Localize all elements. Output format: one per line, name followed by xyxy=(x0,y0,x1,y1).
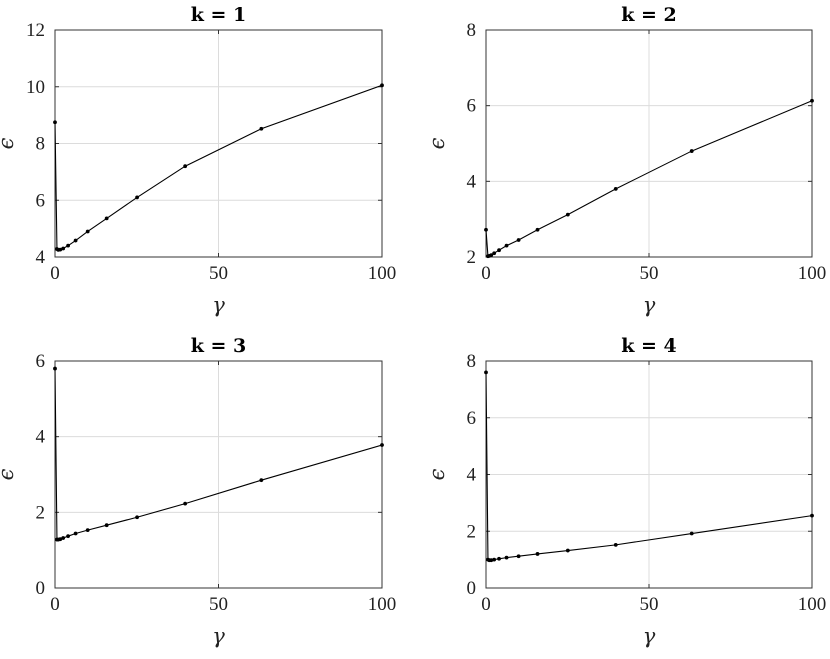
data-point xyxy=(85,229,90,234)
data-point xyxy=(183,164,188,169)
y-tick-label: 6 xyxy=(36,190,46,211)
y-axis-label: ϵ xyxy=(425,137,449,149)
data-point xyxy=(497,556,501,561)
y-tick-label: 8 xyxy=(467,351,477,372)
data-point xyxy=(492,557,497,562)
x-tick-label: 50 xyxy=(640,263,659,284)
x-tick-label: 50 xyxy=(209,263,228,284)
x-tick-label: 100 xyxy=(798,594,827,615)
data-point xyxy=(504,555,509,560)
data-point xyxy=(810,513,814,518)
y-tick-label: 4 xyxy=(36,247,46,268)
data-point xyxy=(497,248,501,253)
y-tick-label: 8 xyxy=(36,134,46,155)
y-tick-label: 2 xyxy=(467,247,477,268)
data-point xyxy=(61,536,66,540)
data-point xyxy=(135,515,139,520)
data-point xyxy=(73,238,78,243)
data-point xyxy=(492,251,497,256)
chart-panel-3: 0 50 100 0 2 4 6 k = 3 γ ϵ xyxy=(0,335,396,648)
y-tick-label: 4 xyxy=(36,427,46,448)
data-point xyxy=(613,542,618,547)
y-tick-label: 10 xyxy=(26,77,45,98)
chart-title: k = 2 xyxy=(621,4,677,26)
data-point xyxy=(535,227,540,232)
chart-title: k = 3 xyxy=(191,335,247,357)
y-tick-label: 12 xyxy=(26,20,45,41)
x-tick-label: 100 xyxy=(368,263,397,284)
data-point xyxy=(259,478,264,483)
y-tick-label: 2 xyxy=(467,521,477,542)
data-point xyxy=(183,501,188,506)
chart-title: k = 1 xyxy=(191,4,247,26)
chart-panel-1: 0 50 100 4 6 8 10 12 k = 1 γ ϵ xyxy=(0,4,396,317)
y-tick-label: 6 xyxy=(467,408,477,429)
data-point xyxy=(380,83,384,88)
data-point xyxy=(689,531,694,536)
x-tick-label: 50 xyxy=(209,594,228,615)
x-axis-label: γ xyxy=(212,624,225,648)
y-tick-label: 6 xyxy=(36,351,46,372)
data-point xyxy=(613,187,618,191)
data-point xyxy=(516,238,521,242)
chart-panel-2: 0 50 100 2 4 6 8 k = 2 γ ϵ xyxy=(425,4,826,317)
y-tick-label: 4 xyxy=(467,171,477,192)
y-tick-label: 0 xyxy=(36,578,46,599)
data-point xyxy=(53,120,57,125)
x-axis-label: γ xyxy=(643,624,656,648)
data-point xyxy=(66,243,70,248)
x-tick-label: 50 xyxy=(640,594,659,615)
data-point xyxy=(259,126,264,131)
y-tick-label: 4 xyxy=(467,465,477,486)
data-point xyxy=(73,531,78,536)
data-point xyxy=(504,243,509,248)
x-tick-label: 0 xyxy=(481,594,491,615)
data-point xyxy=(484,227,488,232)
x-tick-label: 0 xyxy=(50,594,60,615)
data-point xyxy=(535,552,540,556)
data-point xyxy=(58,537,63,542)
y-axis-label: ϵ xyxy=(0,137,18,149)
x-tick-label: 100 xyxy=(368,594,397,615)
chart-title: k = 4 xyxy=(621,335,677,357)
data-point xyxy=(380,443,384,447)
y-tick-label: 8 xyxy=(467,20,477,41)
chart-panel-4: 0 50 100 0 2 4 6 8 k = 4 γ ϵ xyxy=(425,335,826,648)
data-point xyxy=(565,548,570,553)
x-axis-label: γ xyxy=(212,293,225,317)
data-point xyxy=(484,370,488,375)
data-point xyxy=(689,149,694,153)
y-tick-label: 0 xyxy=(467,578,477,599)
y-axis-label: ϵ xyxy=(425,468,449,480)
data-point xyxy=(85,528,90,533)
y-tick-label: 2 xyxy=(36,502,46,523)
x-axis-label: γ xyxy=(643,293,656,317)
data-point xyxy=(58,247,63,252)
x-tick-label: 0 xyxy=(481,263,491,284)
y-axis-label: ϵ xyxy=(0,468,18,480)
data-point xyxy=(66,534,70,539)
x-tick-label: 100 xyxy=(798,263,827,284)
data-point xyxy=(810,98,814,103)
data-point xyxy=(489,558,494,563)
y-tick-label: 6 xyxy=(467,96,477,117)
data-point xyxy=(516,554,521,559)
data-point xyxy=(104,216,109,221)
data-point xyxy=(135,195,139,200)
data-point xyxy=(489,253,494,258)
data-point xyxy=(61,246,66,251)
x-tick-label: 0 xyxy=(50,263,60,284)
data-point xyxy=(53,366,57,371)
data-point xyxy=(104,523,109,528)
data-point xyxy=(565,212,570,217)
